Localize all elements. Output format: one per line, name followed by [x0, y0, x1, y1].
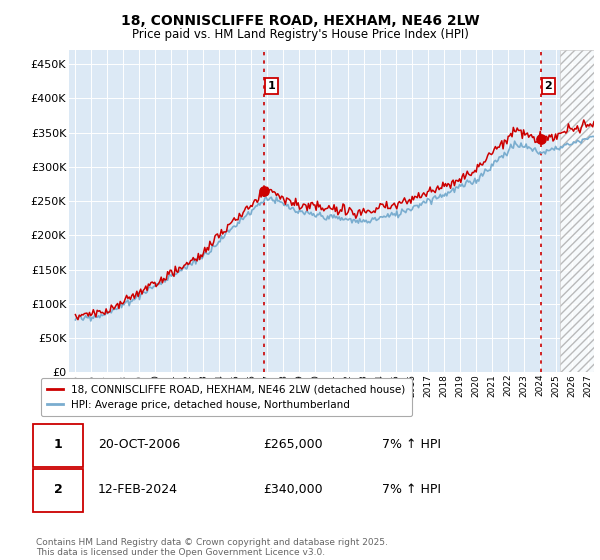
Bar — [560, 50, 600, 372]
Text: £340,000: £340,000 — [263, 483, 322, 496]
Text: Price paid vs. HM Land Registry's House Price Index (HPI): Price paid vs. HM Land Registry's House … — [131, 28, 469, 41]
Text: 2: 2 — [544, 81, 552, 91]
Point — [536, 135, 546, 144]
Text: 1: 1 — [54, 438, 62, 451]
Text: 12-FEB-2024: 12-FEB-2024 — [98, 483, 178, 496]
Text: 18, CONNISCLIFFE ROAD, HEXHAM, NE46 2LW: 18, CONNISCLIFFE ROAD, HEXHAM, NE46 2LW — [121, 14, 479, 28]
FancyBboxPatch shape — [34, 424, 83, 467]
Text: 20-OCT-2006: 20-OCT-2006 — [98, 438, 181, 451]
Bar — [560, 50, 600, 372]
Text: 1: 1 — [268, 81, 275, 91]
Text: Contains HM Land Registry data © Crown copyright and database right 2025.
This d: Contains HM Land Registry data © Crown c… — [36, 538, 388, 557]
Legend: 18, CONNISCLIFFE ROAD, HEXHAM, NE46 2LW (detached house), HPI: Average price, de: 18, CONNISCLIFFE ROAD, HEXHAM, NE46 2LW … — [41, 378, 412, 416]
FancyBboxPatch shape — [34, 469, 83, 512]
Text: £265,000: £265,000 — [263, 438, 322, 451]
Text: 7% ↑ HPI: 7% ↑ HPI — [382, 438, 440, 451]
Text: 7% ↑ HPI: 7% ↑ HPI — [382, 483, 440, 496]
Point — [259, 186, 269, 195]
Text: 2: 2 — [54, 483, 62, 496]
